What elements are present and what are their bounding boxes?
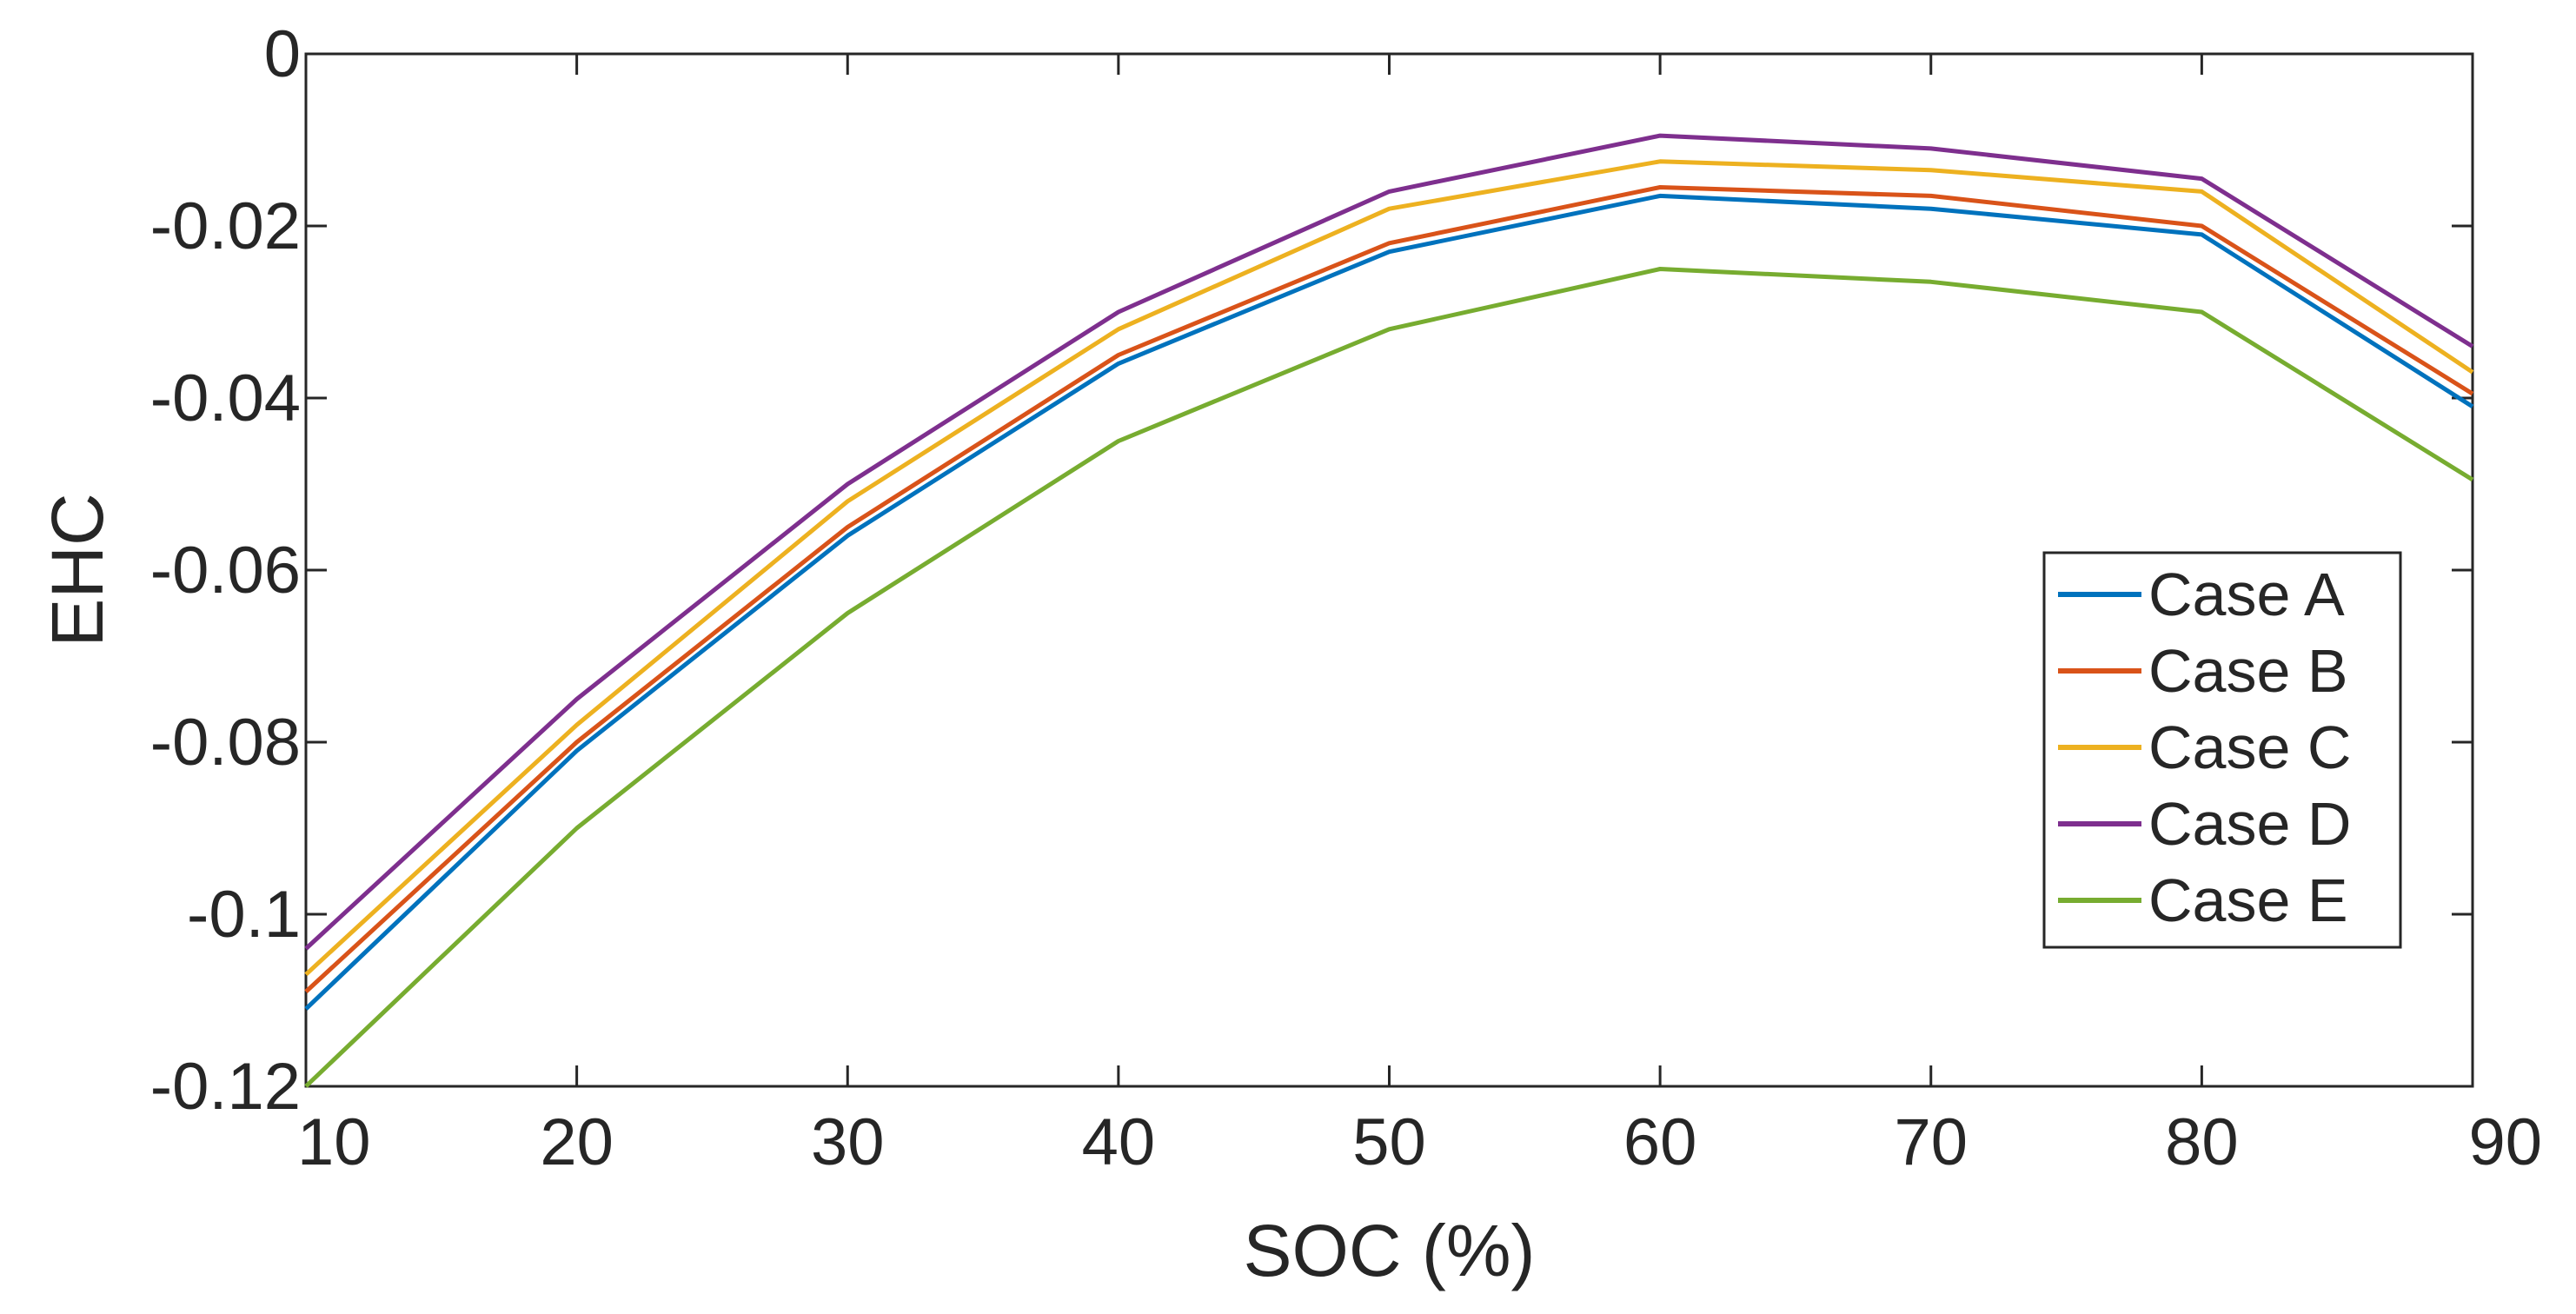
y-tick-label: 0 [264,17,301,91]
x-tick-label: 80 [2165,1105,2239,1179]
legend: Case A Case B Case C Case D Case E [2042,551,2402,949]
y-tick-label: -0.1 [187,878,301,952]
legend-label: Case A [2148,561,2345,628]
x-tick-label: 40 [1082,1105,1156,1179]
series-line-case-e [304,267,2474,1088]
legend-label: Case B [2148,637,2348,705]
y-tick-label: -0.04 [150,362,301,435]
x-tick-label: 20 [540,1105,614,1179]
x-tick-label: 10 [297,1105,371,1179]
x-axis: 10 20 30 40 50 60 70 80 90 [297,54,2542,1179]
legend-label: Case C [2148,713,2351,781]
y-tick-label: -0.12 [150,1050,301,1124]
y-tick-label: -0.02 [150,189,301,263]
series-line-case-c [304,159,2474,977]
y-tick-label: -0.06 [150,534,301,607]
x-tick-label: 50 [1352,1105,1426,1179]
x-tick-label: 60 [1623,1105,1697,1179]
legend-label: Case E [2148,866,2348,934]
x-tick-label: 90 [2468,1105,2542,1179]
y-axis-title: EHC [37,493,118,647]
series-line-case-d [304,133,2474,951]
x-axis-title: SOC (%) [1244,1210,1536,1291]
series-line-case-a [304,193,2474,1011]
x-tick-label: 30 [811,1105,885,1179]
series-lines [304,133,2474,1088]
series-line-case-b [304,185,2474,993]
y-tick-label: -0.08 [150,706,301,780]
y-axis: 0 -0.02 -0.04 -0.06 -0.08 -0.1 -0.12 [150,17,2473,1124]
legend-label: Case D [2148,790,2351,858]
x-tick-label: 70 [1894,1105,1968,1179]
